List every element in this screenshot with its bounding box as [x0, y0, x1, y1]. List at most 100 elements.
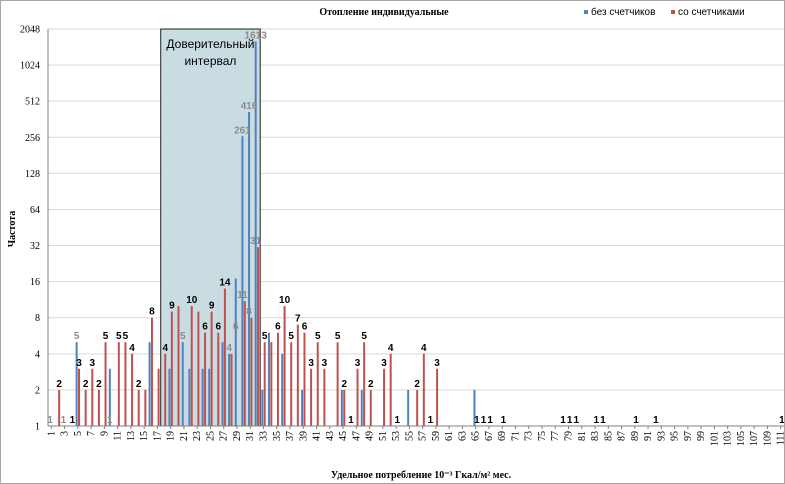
- data-label: 5: [315, 331, 321, 342]
- x-tick-label: 99: [696, 431, 707, 441]
- x-tick-label: 85: [603, 431, 614, 441]
- data-label: 1: [107, 415, 113, 426]
- x-tick-label: 39: [298, 431, 309, 441]
- bar-with-meters: [210, 311, 213, 426]
- data-label: 4: [129, 343, 135, 354]
- bar-without-meters: [108, 368, 111, 426]
- data-label: 2: [96, 379, 102, 390]
- bar-with-meters: [276, 332, 279, 426]
- x-tick-label: 55: [404, 431, 415, 441]
- data-label: 2: [368, 379, 374, 390]
- x-tick-label: 93: [656, 431, 667, 441]
- bar-with-meters: [124, 342, 127, 426]
- bar-with-meters: [356, 368, 359, 426]
- bar-without-meters: [281, 353, 284, 426]
- bar-with-meters: [363, 342, 366, 426]
- bar-with-meters: [170, 311, 173, 426]
- x-tick-label: 53: [391, 431, 402, 441]
- x-tick-label: 5: [73, 431, 84, 436]
- bar-with-meters: [336, 342, 339, 426]
- x-tick-label: 69: [497, 431, 508, 441]
- bar-with-meters: [78, 368, 81, 426]
- x-tick-label: 57: [418, 431, 429, 441]
- bar-without-meters: [201, 368, 204, 426]
- data-label: 9: [169, 301, 175, 312]
- data-label: 1: [593, 415, 599, 426]
- y-tick-label: 2048: [20, 25, 40, 36]
- data-label: 5: [74, 331, 80, 342]
- bar-with-meters: [369, 389, 372, 426]
- bar-with-meters: [150, 317, 153, 426]
- x-tick-label: 17: [152, 431, 163, 441]
- x-tick-label: 13: [126, 431, 137, 441]
- data-label: 5: [180, 331, 186, 342]
- data-label: 416: [241, 101, 258, 112]
- data-label: 3: [434, 358, 440, 369]
- bar-without-meters: [254, 41, 257, 426]
- bar-without-meters: [473, 389, 476, 426]
- x-tick-label: 41: [312, 431, 323, 441]
- bar-with-meters: [323, 368, 326, 426]
- bar-with-meters: [270, 342, 273, 426]
- y-axis-title: Частота: [7, 211, 18, 247]
- bar-with-meters: [137, 389, 140, 426]
- x-tick-label: 23: [192, 431, 203, 441]
- x-tick-label: 73: [524, 431, 535, 441]
- bar-with-meters: [117, 342, 120, 426]
- confidence-interval-label-line1: Доверительный: [166, 37, 254, 51]
- data-label: 2: [83, 379, 89, 390]
- x-tick-label: 33: [258, 431, 269, 441]
- data-label: 3: [322, 358, 328, 369]
- x-tick-label: 7: [86, 431, 97, 436]
- bar-with-meters: [84, 389, 87, 426]
- bar-with-meters: [243, 301, 246, 426]
- x-tick-label: 89: [630, 431, 641, 441]
- data-label: 1: [395, 415, 401, 426]
- data-label: 1: [653, 415, 659, 426]
- x-tick-label: 35: [272, 431, 283, 441]
- data-label: 6: [302, 322, 308, 333]
- data-label: 5: [335, 331, 341, 342]
- data-label: 1: [487, 415, 493, 426]
- y-tick-label: 8: [35, 313, 40, 324]
- x-tick-label: 107: [749, 431, 760, 446]
- bar-with-meters: [177, 306, 180, 426]
- data-label: 2: [56, 379, 62, 390]
- data-label: 1: [47, 415, 53, 426]
- x-tick-label: 91: [643, 431, 654, 441]
- bar-with-meters: [58, 389, 61, 426]
- data-label: 3: [381, 358, 387, 369]
- bar-without-meters: [188, 368, 191, 426]
- bar-with-meters: [283, 306, 286, 426]
- bar-with-meters: [250, 317, 253, 426]
- x-tick-label: 83: [590, 431, 601, 441]
- y-tick-label: 128: [25, 169, 40, 180]
- x-tick-label: 11: [113, 431, 124, 441]
- bar-with-meters: [310, 368, 313, 426]
- x-tick-label: 75: [537, 431, 548, 441]
- legend: без счетчиков со счетчиками: [584, 6, 745, 18]
- gridlines: [48, 28, 784, 427]
- x-tick-label: 79: [564, 431, 575, 441]
- x-tick-label: 71: [510, 431, 521, 441]
- data-label: 5: [361, 331, 367, 342]
- data-label: 9: [209, 301, 215, 312]
- confidence-interval-box: [160, 28, 261, 427]
- bar-with-meters: [97, 389, 100, 426]
- data-label: 1: [481, 415, 487, 426]
- x-tick-label: 59: [431, 431, 442, 441]
- data-label: 4: [162, 343, 168, 354]
- x-tick-label: 43: [325, 431, 336, 441]
- x-tick-label: 105: [736, 431, 747, 446]
- x-tick-label: 25: [205, 431, 216, 441]
- bar-without-meters: [75, 342, 78, 426]
- data-label: 5: [116, 331, 122, 342]
- data-label: 8: [246, 307, 252, 318]
- bar-without-meters: [340, 389, 343, 426]
- data-label: 1: [61, 415, 67, 426]
- bar-with-meters: [131, 353, 134, 426]
- data-label: 4: [388, 343, 394, 354]
- data-label: 1613: [245, 30, 268, 41]
